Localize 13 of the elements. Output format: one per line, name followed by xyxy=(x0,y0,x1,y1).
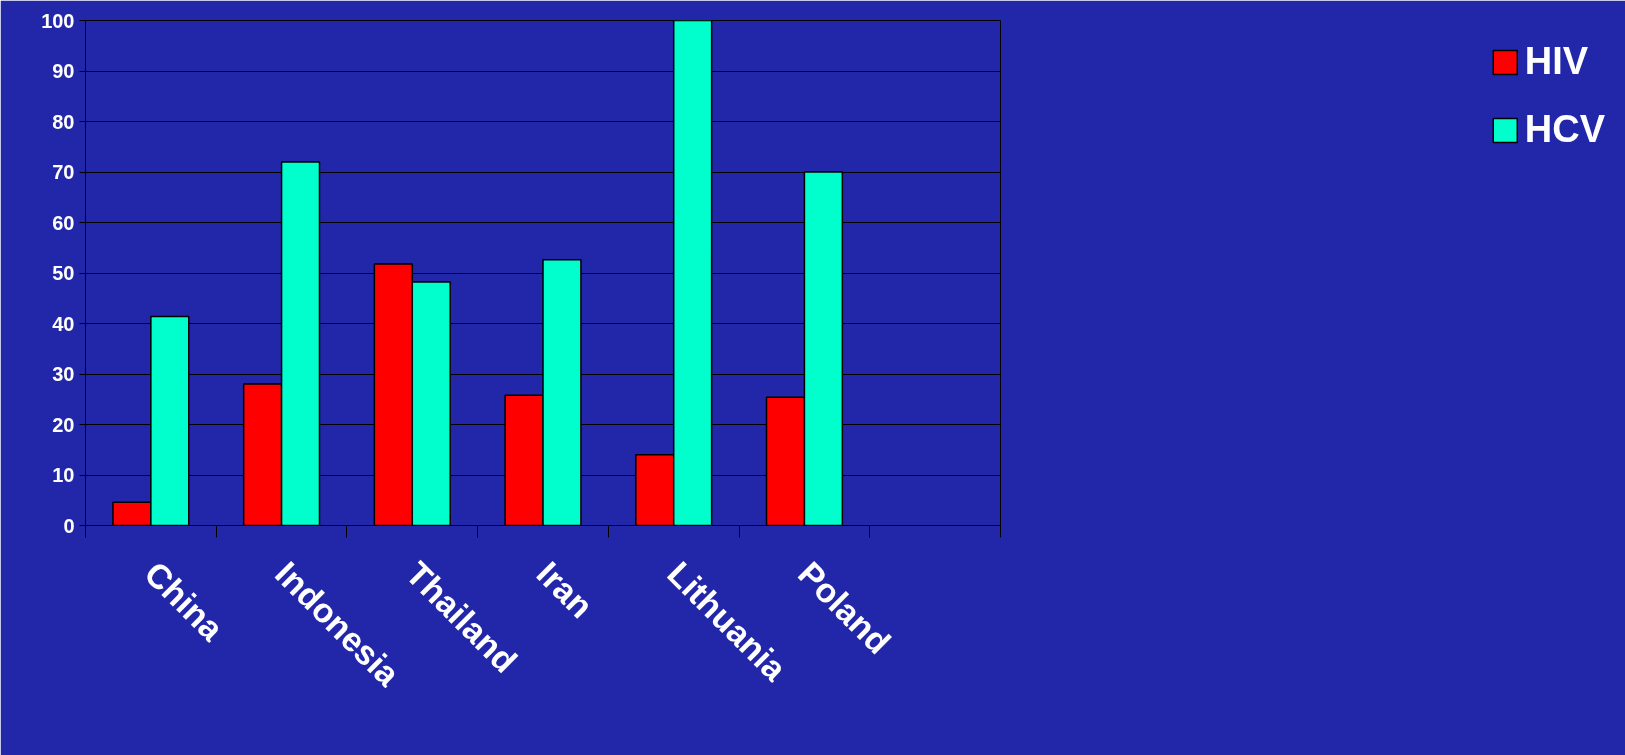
y-tick-label: 100 xyxy=(41,9,75,32)
y-tick-label: 20 xyxy=(52,413,75,436)
y-tick-label: 0 xyxy=(63,514,75,537)
legend-label: HCV xyxy=(1524,108,1605,151)
y-tick-label: 60 xyxy=(52,211,75,234)
y-tick-label: 40 xyxy=(52,312,75,335)
y-tick-label: 90 xyxy=(52,60,75,82)
y-tick-label: 30 xyxy=(52,363,75,385)
y-tick-label: 10 xyxy=(52,464,75,486)
y-tick-label: 70 xyxy=(52,161,75,183)
y-tick-label: 80 xyxy=(52,110,75,133)
y-tick-label: 50 xyxy=(52,262,75,284)
legend-label: HIV xyxy=(1524,40,1589,83)
